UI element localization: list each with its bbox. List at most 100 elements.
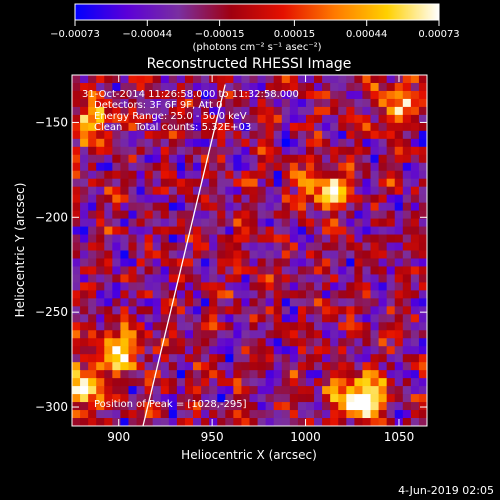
heatmap-cell	[120, 178, 130, 188]
heatmap-cell	[314, 250, 323, 260]
heatmap-cell	[305, 250, 315, 260]
heatmap-cell	[209, 258, 218, 268]
heatmap-cell	[330, 266, 339, 276]
heatmap-cell	[160, 186, 170, 196]
heatmap-cell	[241, 298, 251, 307]
heatmap-cell	[136, 146, 146, 156]
heatmap-cell	[281, 298, 291, 307]
heatmap-cell	[104, 122, 113, 132]
heatmap-cell	[249, 242, 259, 252]
heatmap-cell	[112, 410, 122, 419]
heatmap-cell	[378, 394, 388, 403]
heatmap-cell	[362, 250, 372, 260]
heatmap-cell	[322, 394, 331, 403]
heatmap-cell	[88, 338, 97, 347]
heatmap-cell	[386, 330, 396, 339]
heatmap-cell	[120, 298, 130, 307]
heatmap-cell	[273, 186, 283, 196]
heatmap-cell	[257, 122, 267, 132]
heatmap-cell	[297, 282, 307, 291]
heatmap-cell	[297, 234, 307, 244]
heatmap-cell	[289, 338, 299, 347]
heatmap-cell	[176, 322, 186, 331]
heatmap-cell	[209, 330, 218, 339]
heatmap-cell	[217, 178, 226, 188]
heatmap-cell	[241, 410, 251, 419]
heatmap-cell	[193, 82, 202, 92]
heatmap-cell	[314, 418, 323, 426]
heatmap-cell	[394, 226, 404, 236]
heatmap-cell	[96, 402, 105, 411]
heatmap-cell	[241, 362, 251, 371]
heatmap-cell	[402, 282, 412, 291]
heatmap-cell	[402, 178, 412, 188]
heatmap-cell	[281, 322, 291, 331]
heatmap-cell	[225, 242, 234, 252]
heatmap-cell	[386, 306, 396, 315]
heatmap-cell	[168, 90, 178, 100]
heatmap-cell	[257, 250, 267, 260]
heatmap-cell	[386, 378, 396, 387]
heatmap-cell	[418, 162, 427, 172]
heatmap-cell	[289, 234, 299, 244]
heatmap-cell	[378, 250, 388, 260]
heatmap-cell	[225, 258, 234, 268]
heatmap-cell	[346, 194, 355, 204]
heatmap-cell	[394, 242, 404, 252]
heatmap-cell	[104, 98, 113, 108]
heatmap-cell	[217, 186, 226, 196]
heatmap-cell	[362, 418, 372, 426]
heatmap-cell	[152, 274, 162, 284]
heatmap-cell	[184, 162, 194, 172]
heatmap-cell	[112, 346, 122, 355]
heatmap-cell	[249, 162, 259, 172]
heatmap-cell	[193, 394, 202, 403]
heatmap-cell	[217, 266, 226, 276]
heatmap-cell	[104, 114, 113, 124]
heatmap-cell	[314, 258, 323, 268]
heatmap-cell	[378, 290, 388, 299]
heatmap-cell	[402, 146, 412, 156]
heatmap-cell	[330, 362, 339, 371]
heatmap-cell	[201, 410, 210, 419]
heatmap-cell	[394, 314, 404, 323]
heatmap-cell	[241, 386, 251, 395]
heatmap-cell	[362, 138, 372, 148]
heatmap-cell	[96, 114, 105, 124]
heatmap-cell	[217, 75, 226, 84]
heatmap-cell	[362, 234, 372, 244]
heatmap-cell	[241, 146, 251, 156]
heatmap-cell	[346, 106, 355, 116]
heatmap-cell	[225, 90, 234, 100]
heatmap-cell	[370, 402, 380, 411]
heatmap-cell	[112, 282, 122, 291]
heatmap-cell	[217, 354, 226, 363]
heatmap-cell	[112, 258, 122, 268]
heatmap-cell	[152, 130, 162, 140]
heatmap-cell	[217, 314, 226, 323]
heatmap-cell	[273, 75, 283, 84]
heatmap-cell	[201, 202, 210, 212]
heatmap-cell	[128, 210, 138, 220]
heatmap-cell	[225, 418, 234, 426]
heatmap-cell	[184, 402, 194, 411]
heatmap-cell	[273, 282, 283, 291]
heatmap-cell	[80, 226, 89, 236]
heatmap-cell	[225, 250, 234, 260]
heatmap-cell	[72, 298, 81, 307]
heatmap-cell	[217, 370, 226, 379]
heatmap-cell	[249, 306, 259, 315]
heatmap-cell	[144, 290, 154, 299]
heatmap-cell	[168, 314, 178, 323]
heatmap-cell	[314, 290, 323, 299]
heatmap-cell	[273, 378, 283, 387]
heatmap-cell	[193, 410, 202, 419]
heatmap-cell	[257, 378, 267, 387]
heatmap-cell	[370, 394, 380, 403]
heatmap-cell	[241, 75, 251, 84]
heatmap-cell	[120, 202, 130, 212]
heatmap-cell	[168, 250, 178, 260]
heatmap-cell	[104, 194, 113, 204]
heatmap-cell	[152, 75, 162, 84]
